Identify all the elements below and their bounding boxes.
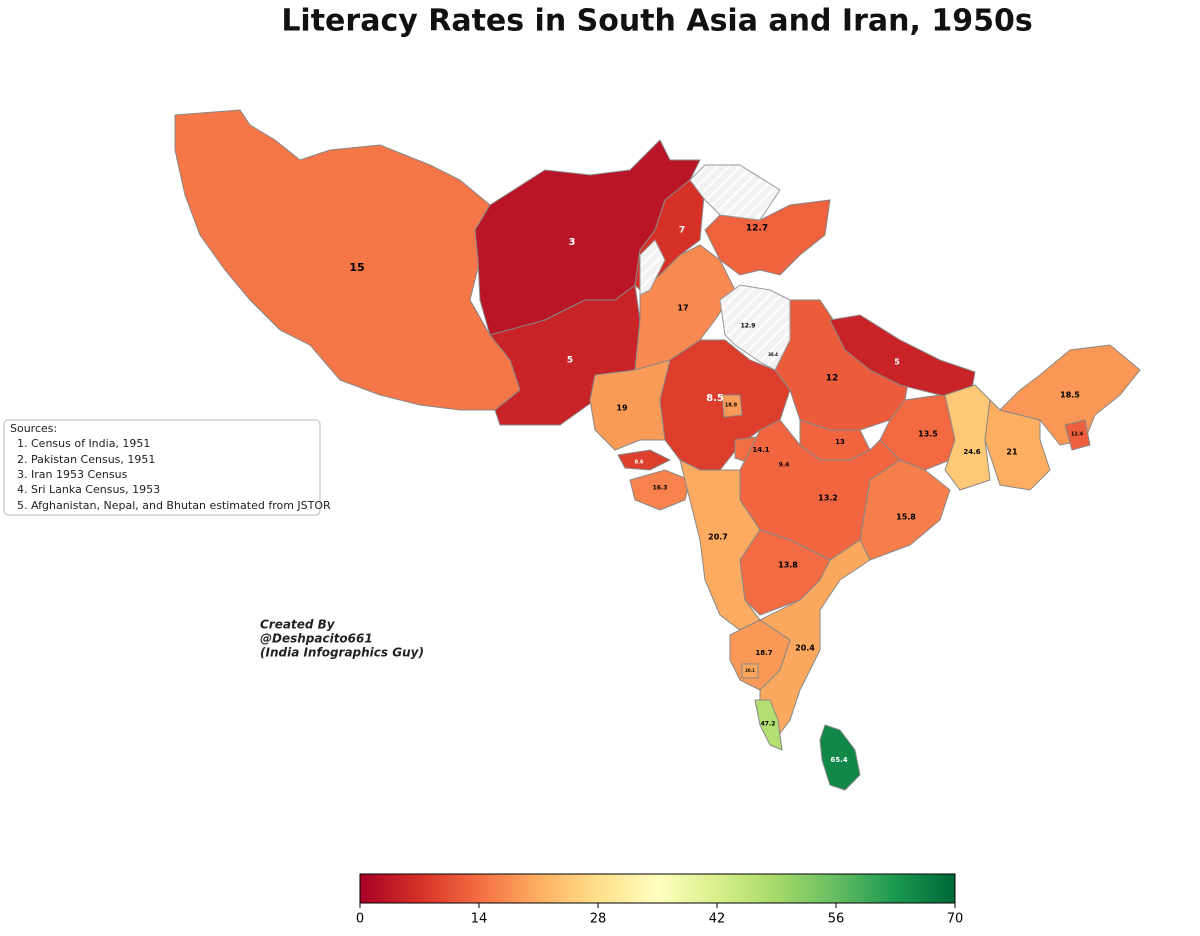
credit: Created By @Deshpacito661 (India Infogra…: [260, 618, 424, 660]
sources-box: Sources: 1. Census of India, 1951 2. Pak…: [3, 419, 331, 516]
region-value-label: 12.7: [746, 224, 768, 234]
region-value-label: 20.7: [708, 533, 728, 542]
colorbar-tick-label: 56: [828, 912, 845, 927]
no-data-areas: [639, 164, 791, 371]
credit-line: Created By: [260, 618, 336, 632]
colorbar-tick-label: 70: [947, 912, 964, 927]
region-value-label: 12: [826, 374, 839, 384]
region-value-label: 18.5: [1060, 391, 1080, 400]
region-value-label: 12.4: [1071, 432, 1084, 438]
region-value-label: 13.2: [818, 494, 838, 503]
no-data-area: [689, 164, 781, 221]
region-value-label: 7: [679, 226, 685, 236]
labels-layer: 15 3 5 7 12.7 17 19 12.9 38.4 8.518.9 12 5 13.5 13 14.…: [349, 224, 1083, 765]
region-value-label: 9.4: [779, 462, 790, 469]
regions-layer: [174, 109, 1141, 791]
region-value-label: 8.5: [706, 393, 724, 404]
region-value-label: 20.1: [745, 668, 755, 673]
map-title: Literacy Rates in South Asia and Iran, 1…: [281, 4, 1032, 39]
region-value-label: 24.6: [963, 448, 980, 456]
region: [617, 449, 672, 471]
region-value-label: 14.1: [752, 446, 769, 454]
region-value-label: 3: [569, 237, 576, 248]
region-value-label: 5: [567, 356, 573, 366]
region: [629, 469, 691, 511]
colorbar-ramp: [359, 873, 956, 904]
region: [944, 384, 991, 491]
region-value-label: 15: [349, 261, 364, 274]
credit-line: @Deshpacito661: [260, 632, 373, 646]
region-value-label: 13.8: [778, 561, 798, 570]
region-value-label: 65.4: [830, 756, 847, 764]
region: [999, 344, 1141, 446]
region-value-label: 12.9: [741, 323, 756, 330]
source-item: 2. Pakistan Census, 1951: [17, 453, 155, 466]
region-value-label: 15.8: [896, 513, 916, 522]
source-item: 3. Iran 1953 Census: [17, 468, 128, 481]
colorbar-tick-label: 14: [471, 912, 488, 927]
region-value-label: 19: [616, 404, 628, 413]
region: [754, 699, 783, 751]
colorbar: 0 14 28 42 56 70: [356, 873, 964, 927]
region-value-label: 20.4: [795, 644, 815, 653]
region: [819, 724, 861, 791]
source-item: 5. Afghanistan, Nepal, and Bhutan estima…: [17, 499, 331, 512]
region-value-label: 13.5: [918, 430, 938, 439]
region-value-label: 13: [835, 438, 845, 446]
no-data-area: [719, 284, 791, 371]
region-value-label: 5: [894, 358, 900, 367]
region-value-label: 38.4: [768, 352, 778, 357]
sources-heading: Sources:: [10, 422, 57, 435]
region: [589, 359, 671, 451]
region-value-label: 18.7: [755, 649, 772, 657]
region-value-label: 47.2: [761, 721, 776, 728]
source-item: 4. Sri Lanka Census, 1953: [17, 483, 160, 496]
source-item: 1. Census of India, 1951: [17, 437, 150, 450]
credit-line: (India Infographics Guy): [260, 646, 424, 660]
region-value-label: 8.6: [635, 460, 644, 466]
no-data-area: [639, 239, 666, 296]
region-value-label: 17: [677, 304, 688, 313]
region: [174, 109, 521, 411]
region: [1064, 419, 1091, 451]
region-value-label: 16.3: [653, 485, 668, 492]
colorbar-tick-label: 28: [590, 912, 607, 927]
colorbar-tick-label: 42: [709, 912, 726, 927]
colorbar-tick-label: 0: [356, 912, 364, 927]
region: [741, 663, 759, 679]
region-value-label: 18.9: [725, 403, 738, 409]
region-value-label: 21: [1006, 448, 1018, 457]
region: [721, 394, 743, 418]
sources-frame: [3, 419, 321, 516]
